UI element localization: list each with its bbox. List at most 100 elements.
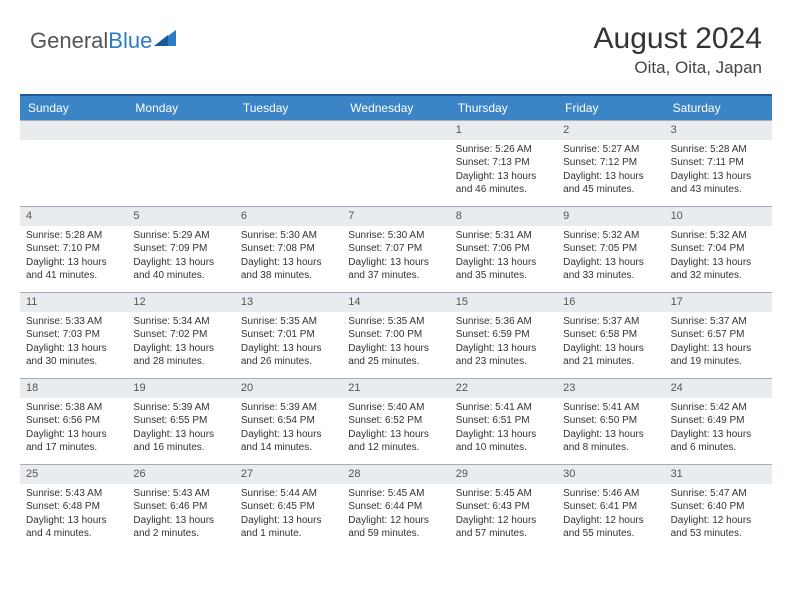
day-number: 29 <box>450 465 557 484</box>
calendar-cell: 10Sunrise: 5:32 AMSunset: 7:04 PMDayligh… <box>665 206 772 292</box>
brand-part2: Blue <box>108 28 152 53</box>
calendar-body: 1Sunrise: 5:26 AMSunset: 7:13 PMDaylight… <box>20 120 772 550</box>
sunset-line: Sunset: 7:09 PM <box>133 242 228 256</box>
daylight-line: Daylight: 12 hours and 59 minutes. <box>348 514 443 541</box>
daylight-line: Daylight: 13 hours and 30 minutes. <box>26 342 121 369</box>
sunrise-line: Sunrise: 5:28 AM <box>26 229 121 243</box>
sunset-line: Sunset: 6:40 PM <box>671 500 766 514</box>
daylight-line: Daylight: 13 hours and 33 minutes. <box>563 256 658 283</box>
sunset-line: Sunset: 7:10 PM <box>26 242 121 256</box>
sunrise-line: Sunrise: 5:34 AM <box>133 315 228 329</box>
calendar-cell: 7Sunrise: 5:30 AMSunset: 7:07 PMDaylight… <box>342 206 449 292</box>
sunset-line: Sunset: 7:06 PM <box>456 242 551 256</box>
sunset-line: Sunset: 6:45 PM <box>241 500 336 514</box>
sunset-line: Sunset: 6:56 PM <box>26 414 121 428</box>
daylight-line: Daylight: 13 hours and 10 minutes. <box>456 428 551 455</box>
day-number: 16 <box>557 293 664 312</box>
calendar-cell: 12Sunrise: 5:34 AMSunset: 7:02 PMDayligh… <box>127 292 234 378</box>
sunrise-line: Sunrise: 5:45 AM <box>456 487 551 501</box>
daylight-line: Daylight: 13 hours and 43 minutes. <box>671 170 766 197</box>
sunrise-line: Sunrise: 5:33 AM <box>26 315 121 329</box>
sunrise-line: Sunrise: 5:35 AM <box>241 315 336 329</box>
weekday-header: Monday <box>127 96 234 120</box>
daylight-line: Daylight: 13 hours and 28 minutes. <box>133 342 228 369</box>
day-number: 27 <box>235 465 342 484</box>
weekday-header: Sunday <box>20 96 127 120</box>
calendar-cell: 28Sunrise: 5:45 AMSunset: 6:44 PMDayligh… <box>342 464 449 550</box>
day-number: 2 <box>557 121 664 140</box>
sunset-line: Sunset: 6:52 PM <box>348 414 443 428</box>
sunrise-line: Sunrise: 5:35 AM <box>348 315 443 329</box>
daylight-line: Daylight: 13 hours and 26 minutes. <box>241 342 336 369</box>
daylight-line: Daylight: 13 hours and 45 minutes. <box>563 170 658 197</box>
weekday-header: Friday <box>557 96 664 120</box>
sunrise-line: Sunrise: 5:43 AM <box>26 487 121 501</box>
calendar-cell: 29 Sunrise: 5:45 AMSunset: 6:43 PMDayligh… <box>450 464 557 550</box>
sunset-line: Sunset: 7:04 PM <box>671 242 766 256</box>
sunset-line: Sunset: 6:46 PM <box>133 500 228 514</box>
calendar-cell: 13Sunrise: 5:35 AMSunset: 7:01 PMDayligh… <box>235 292 342 378</box>
sunset-line: Sunset: 7:13 PM <box>456 156 551 170</box>
day-number: 17 <box>665 293 772 312</box>
sunrise-line: Sunrise: 5:39 AM <box>133 401 228 415</box>
daylight-line: Daylight: 13 hours and 17 minutes. <box>26 428 121 455</box>
calendar-cell: 14Sunrise: 5:35 AMSunset: 7:00 PMDayligh… <box>342 292 449 378</box>
sunset-line: Sunset: 6:50 PM <box>563 414 658 428</box>
day-number: 21 <box>342 379 449 398</box>
sunrise-line: Sunrise: 5:44 AM <box>241 487 336 501</box>
sunset-line: Sunset: 6:58 PM <box>563 328 658 342</box>
sunrise-line: Sunrise: 5:26 AM <box>456 143 551 157</box>
daylight-line: Daylight: 13 hours and 37 minutes. <box>348 256 443 283</box>
calendar-cell: 31Sunrise: 5:47 AMSunset: 6:40 PMDayligh… <box>665 464 772 550</box>
daylight-line: Daylight: 13 hours and 38 minutes. <box>241 256 336 283</box>
sunrise-line: Sunrise: 5:42 AM <box>671 401 766 415</box>
sunrise-line: Sunrise: 5:37 AM <box>671 315 766 329</box>
day-number: 18 <box>20 379 127 398</box>
sunrise-line: Sunrise: 5:46 AM <box>563 487 658 501</box>
daylight-line: Daylight: 13 hours and 16 minutes. <box>133 428 228 455</box>
sunset-line: Sunset: 6:57 PM <box>671 328 766 342</box>
daylight-line: Daylight: 13 hours and 46 minutes. <box>456 170 551 197</box>
day-number: 8 <box>450 207 557 226</box>
sunset-line: Sunset: 7:03 PM <box>26 328 121 342</box>
calendar-cell: 16Sunrise: 5:37 AMSunset: 6:58 PMDayligh… <box>557 292 664 378</box>
daylight-line: Daylight: 13 hours and 8 minutes. <box>563 428 658 455</box>
day-number: 13 <box>235 293 342 312</box>
calendar-header-row: SundayMondayTuesdayWednesdayThursdayFrid… <box>20 94 772 120</box>
sunrise-line: Sunrise: 5:32 AM <box>563 229 658 243</box>
day-number: 25 <box>20 465 127 484</box>
day-number: 3 <box>665 121 772 140</box>
sunset-line: Sunset: 7:07 PM <box>348 242 443 256</box>
calendar-cell: 8Sunrise: 5:31 AMSunset: 7:06 PMDaylight… <box>450 206 557 292</box>
sunset-line: Sunset: 6:43 PM <box>456 500 551 514</box>
calendar-cell: 27Sunrise: 5:44 AMSunset: 6:45 PMDayligh… <box>235 464 342 550</box>
daylight-line: Daylight: 13 hours and 2 minutes. <box>133 514 228 541</box>
daylight-line: Daylight: 13 hours and 23 minutes. <box>456 342 551 369</box>
sunrise-line: Sunrise: 5:28 AM <box>671 143 766 157</box>
day-number: 6 <box>235 207 342 226</box>
sunset-line: Sunset: 6:51 PM <box>456 414 551 428</box>
day-number: 9 <box>557 207 664 226</box>
calendar: SundayMondayTuesdayWednesdayThursdayFrid… <box>20 94 772 550</box>
sunset-line: Sunset: 6:54 PM <box>241 414 336 428</box>
day-number: 14 <box>342 293 449 312</box>
calendar-cell: 20Sunrise: 5:39 AMSunset: 6:54 PMDayligh… <box>235 378 342 464</box>
day-number: 23 <box>557 379 664 398</box>
sunset-line: Sunset: 6:41 PM <box>563 500 658 514</box>
calendar-cell-empty <box>235 120 342 206</box>
daylight-line: Daylight: 12 hours and 57 minutes. <box>456 514 551 541</box>
sunrise-line: Sunrise: 5:47 AM <box>671 487 766 501</box>
calendar-cell: 1Sunrise: 5:26 AMSunset: 7:13 PMDaylight… <box>450 120 557 206</box>
day-number: 19 <box>127 379 234 398</box>
daylight-line: Daylight: 12 hours and 55 minutes. <box>563 514 658 541</box>
sunset-line: Sunset: 7:05 PM <box>563 242 658 256</box>
calendar-cell: 9 Sunrise: 5:32 AMSunset: 7:05 PMDaylight… <box>557 206 664 292</box>
calendar-cell: 11Sunrise: 5:33 AMSunset: 7:03 PMDayligh… <box>20 292 127 378</box>
sunrise-line: Sunrise: 5:27 AM <box>563 143 658 157</box>
calendar-cell: 15Sunrise: 5:36 AMSunset: 6:59 PMDayligh… <box>450 292 557 378</box>
daylight-line: Daylight: 13 hours and 41 minutes. <box>26 256 121 283</box>
day-number: 26 <box>127 465 234 484</box>
daylight-line: Daylight: 13 hours and 14 minutes. <box>241 428 336 455</box>
day-number: 10 <box>665 207 772 226</box>
weekday-header: Wednesday <box>342 96 449 120</box>
